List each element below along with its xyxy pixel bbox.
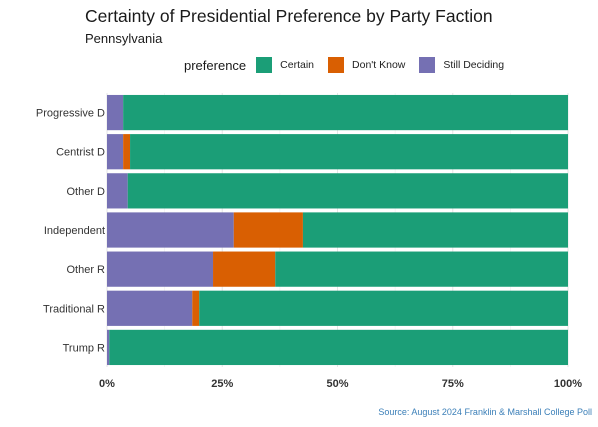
legend-item-certain: Certain xyxy=(256,57,314,73)
bar-centrist-d-still-deciding xyxy=(107,134,124,170)
legend: preference Certain Don't Know Still Decidi… xyxy=(184,55,518,75)
x-tick-label-50: 50% xyxy=(326,378,348,390)
legend-item-still-deciding: Still Deciding xyxy=(419,57,504,73)
source-caption: Source: August 2024 Franklin & Marshall … xyxy=(378,407,592,417)
chart-subtitle: Pennsylvania xyxy=(85,31,163,46)
y-tick-label-trump-r: Trump R xyxy=(63,342,105,354)
y-tick-label-progressive-d: Progressive D xyxy=(36,108,105,120)
y-tick-label-other-r: Other R xyxy=(66,264,105,276)
bar-trump-r-certain xyxy=(109,329,569,366)
bar-other-r-don-t-know xyxy=(213,251,276,287)
bar-other-d-still-deciding xyxy=(107,173,128,209)
bar-progressive-d-certain xyxy=(123,94,568,131)
y-tick-label-other-d: Other D xyxy=(66,186,105,198)
bar-progressive-d-still-deciding xyxy=(107,94,124,131)
bar-traditional-r-certain xyxy=(199,290,568,326)
bar-trump-r-still-deciding xyxy=(107,329,110,366)
y-tick-label-traditional-r: Traditional R xyxy=(43,303,105,315)
bar-other-r-still-deciding xyxy=(107,251,214,287)
legend-label-still-deciding: Still Deciding xyxy=(443,59,505,71)
x-tick-label-0: 0% xyxy=(99,378,115,390)
bar-centrist-d-don-t-know xyxy=(123,134,131,170)
legend-swatch-don-t-know xyxy=(328,57,345,73)
bar-traditional-r-still-deciding xyxy=(107,290,193,326)
legend-swatch-still-deciding xyxy=(419,57,436,73)
chart-title: Certainty of Presidential Preference by … xyxy=(85,6,493,26)
legend-item-don-t-know: Don't Know xyxy=(328,57,405,73)
x-tick-label-25: 25% xyxy=(211,378,233,390)
bar-independent-certain xyxy=(302,212,568,248)
bar-centrist-d-certain xyxy=(130,134,569,170)
bar-independent-don-t-know xyxy=(233,212,303,248)
y-tick-label-independent: Independent xyxy=(44,225,105,237)
bar-traditional-r-don-t-know xyxy=(192,290,200,326)
x-tick-label-75: 75% xyxy=(442,378,464,390)
legend-label-certain: Certain xyxy=(280,59,315,71)
bar-independent-still-deciding xyxy=(107,212,234,248)
x-tick-label-100: 100% xyxy=(554,378,582,390)
legend-swatch-certain xyxy=(256,57,273,73)
legend-title: preference xyxy=(184,57,247,73)
bar-other-d-certain xyxy=(127,173,569,209)
bar-other-r-certain xyxy=(275,251,568,287)
y-tick-label-centrist-d: Centrist D xyxy=(56,147,105,159)
legend-label-don-t-know: Don't Know xyxy=(352,59,406,71)
